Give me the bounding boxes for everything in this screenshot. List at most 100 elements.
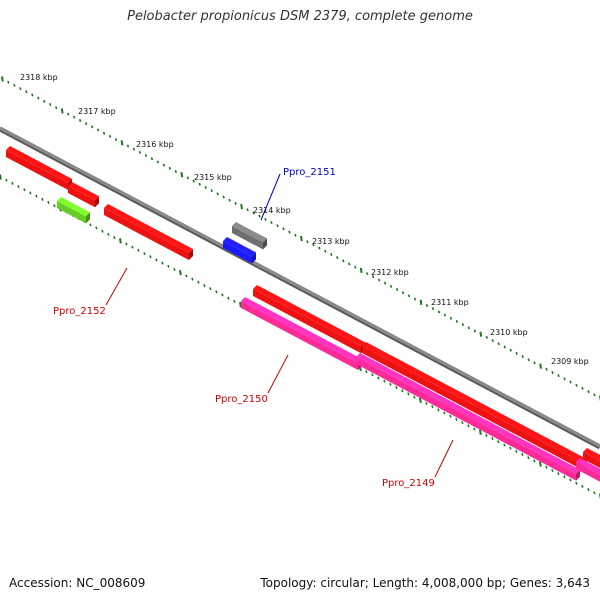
inner-ruler-tick [557,472,560,476]
gene-label[interactable]: Ppro_2151 [283,167,336,178]
inner-ruler-tick [35,194,38,198]
outer-ruler-tick [413,297,417,301]
inner-ruler-tick [119,238,122,244]
outer-ruler-tick [473,329,476,333]
outer-ruler-tick [162,163,166,167]
inner-ruler-tick [185,274,188,278]
inner-ruler-tick [527,456,530,460]
inner-ruler-tick [383,379,386,383]
inner-ruler-tick [371,373,374,377]
outer-ruler-tick [78,118,82,122]
outer-ruler-tick [282,227,285,231]
inner-ruler-tick [11,181,14,185]
outer-ruler-tick [533,361,536,365]
outer-ruler-tick [431,307,435,311]
outer-ruler-tick [216,192,219,196]
inner-ruler-tick [377,376,380,380]
outer-ruler-tick [72,115,76,119]
outer-ruler-tick [174,170,177,174]
outer-ruler-tick [67,112,70,116]
outer-ruler-tick [186,176,189,180]
gene-label[interactable]: Ppro_2150 [215,394,268,405]
tick-label: 2314 kbp [253,206,291,215]
inner-ruler-tick [209,287,212,291]
outer-ruler-tick [204,185,207,189]
inner-ruler-tick [47,201,50,205]
gene-forward [6,146,72,190]
outer-ruler-tick [377,278,381,282]
gene-forward [104,204,193,261]
inner-ruler-tick [437,408,440,412]
outer-ruler-tick [150,157,154,161]
inner-ruler-tick [521,453,524,457]
tick-label: 2310 kbp [490,328,528,337]
outer-ruler-tick [132,147,136,151]
outer-ruler-tick [366,272,369,276]
inner-ruler-tick [491,437,494,441]
outer-ruler-tick [90,125,94,129]
outer-ruler-tick [348,262,351,266]
genome-summary-text: Topology: circular; Length: 4,008,000 bp… [260,576,590,590]
outer-ruler-tick [234,201,237,205]
inner-ruler-tick [89,223,92,227]
outer-ruler-tick [401,291,405,295]
tick-label: 2316 kbp [136,140,174,149]
outer-ruler-tick [168,166,172,170]
inner-ruler-tick [95,226,98,230]
outer-ruler-tick [479,331,483,337]
outer-ruler-tick [102,131,106,135]
inner-ruler-tick [125,242,128,246]
inner-ruler-tick [593,491,596,495]
outer-ruler-tick [1,76,4,82]
inner-ruler-tick [431,405,434,409]
gene-label[interactable]: Ppro_2152 [53,306,106,317]
tick-label: 2318 kbp [20,73,58,82]
inner-ruler-tick [149,255,152,259]
inner-ruler-tick [503,443,506,447]
inner-ruler-tick [29,191,32,195]
inner-ruler-tick [161,261,164,265]
callout-line [267,354,289,394]
inner-ruler-tick [569,478,572,482]
inner-ruler-tick [5,178,8,182]
outer-ruler-tick [126,144,130,148]
inner-ruler-tick [191,277,194,281]
inner-ruler-tick [203,283,206,287]
gene-ppro-2149 [356,353,580,481]
gene-ppro-2152 [57,197,90,224]
accession-text: Accession: NC_008609 [9,576,146,590]
genome-backbone [0,126,600,450]
inner-ruler-tick [497,440,500,444]
outer-ruler-tick [288,230,291,234]
outer-ruler-tick [318,246,321,250]
outer-ruler-tick [383,281,387,285]
outer-ruler-tick [467,326,471,330]
inner-ruler-tick [479,429,482,435]
outer-ruler-tick [13,83,16,87]
inner-ruler-tick [167,264,170,268]
inner-ruler-tick [563,475,566,479]
outer-ruler-tick [425,303,429,307]
gene-label[interactable]: Ppro_2149 [382,478,435,489]
tick-label: 2311 kbp [431,298,469,307]
outer-ruler-tick [461,323,465,327]
inner-ruler-tick [143,252,146,256]
outer-ruler-tick [264,217,267,221]
outer-ruler-tick [84,122,88,126]
outer-ruler-tick [120,140,124,146]
callout-line [434,439,454,478]
outer-ruler-tick [354,265,357,269]
inner-ruler-tick [413,395,416,399]
inner-ruler-tick [101,229,104,233]
outer-ruler-tick [449,316,453,320]
inner-ruler-tick [407,392,410,396]
ruler-outer [1,76,600,401]
tick-label: 2312 kbp [371,268,409,277]
tick-label: 2309 kbp [551,357,589,366]
outer-ruler-tick [55,106,58,110]
inner-ruler-tick [449,414,452,418]
outer-ruler-tick [96,128,100,132]
inner-ruler-tick [467,424,470,428]
outer-ruler-tick [330,252,333,256]
